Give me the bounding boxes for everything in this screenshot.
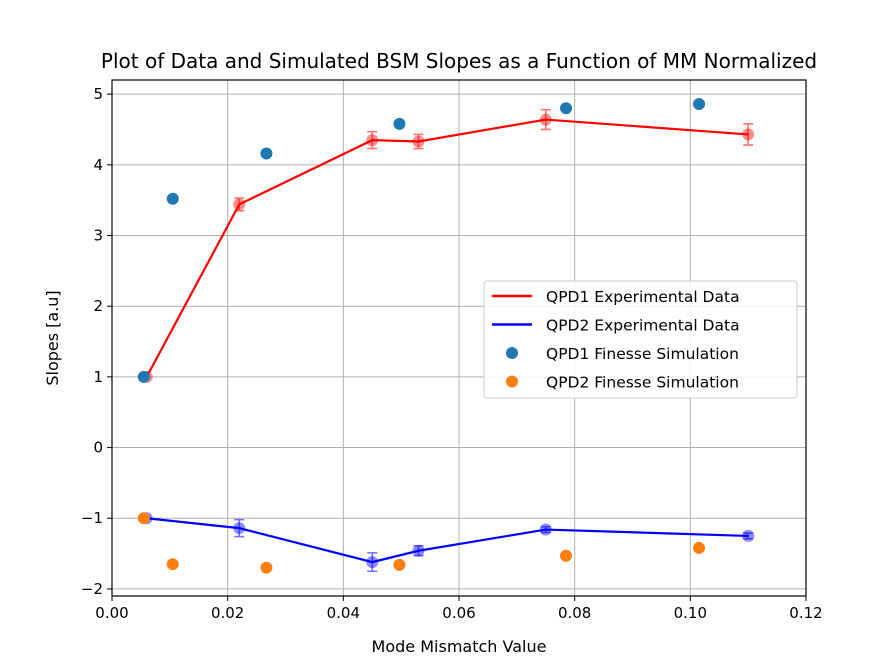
series-3-point: [137, 512, 150, 525]
x-tick-label: 0.08: [558, 604, 591, 622]
series-1-errorbar: [234, 518, 245, 538]
series-0-errorbar: [234, 197, 245, 212]
y-tick-label: 5: [93, 85, 103, 103]
series-1-point: [742, 529, 755, 542]
legend-label: QPD2 Experimental Data: [546, 317, 740, 335]
series-2-point: [137, 370, 150, 383]
series-0-errorbar: [367, 130, 378, 150]
series-1-point: [539, 523, 552, 536]
series-2-point: [260, 147, 273, 160]
series-0-point: [366, 134, 379, 147]
legend-label: QPD1 Finesse Simulation: [546, 345, 739, 363]
y-axis-label: Slopes [a.u]: [43, 290, 62, 385]
series-2-point: [559, 102, 572, 115]
series-3-point: [393, 558, 406, 571]
series-1-point: [233, 522, 246, 535]
y-tick-label: 0: [93, 439, 103, 457]
series-0-point: [742, 128, 755, 141]
series-0-point: [412, 135, 425, 148]
series-0-point: [539, 113, 552, 126]
legend-label: QPD2 Finesse Simulation: [546, 374, 739, 392]
series-1-errorbar: [743, 532, 754, 540]
x-tick-label: 0.06: [442, 604, 475, 622]
x-tick-label: 0.00: [95, 604, 128, 622]
legend: QPD1 Experimental Data QPD2 Experimental …: [483, 280, 798, 399]
y-tick-label: −1: [81, 509, 103, 527]
ticks: 0.00 0.02 0.04 0.06 0.08 0.10 0.12 −2 −1 0 1 2 3 4 5: [81, 85, 823, 622]
series-3-point: [260, 561, 273, 574]
series-3-point: [166, 558, 179, 571]
y-tick-label: −2: [81, 580, 103, 598]
series-2-point: [393, 117, 406, 130]
y-tick-label: 2: [93, 297, 103, 315]
legend-label: QPD1 Experimental Data: [546, 288, 740, 306]
x-tick-label: 0.02: [211, 604, 244, 622]
series-0-errorbar: [413, 133, 424, 150]
series-3-point: [693, 541, 706, 554]
series-1-errorbar: [540, 525, 551, 534]
x-tick-label: 0.12: [789, 604, 822, 622]
x-tick-label: 0.04: [327, 604, 360, 622]
series-1-point: [412, 544, 425, 557]
series-0-errorbar: [540, 108, 551, 131]
legend-swatch-marker: [506, 375, 518, 388]
series-0-point: [233, 198, 246, 211]
y-tick-label: 4: [93, 156, 103, 174]
series-3-point: [559, 549, 572, 562]
series-1-errorbar: [413, 545, 424, 557]
series-2-point: [693, 98, 706, 111]
series-1-errorbar: [367, 552, 378, 573]
y-tick-label: 1: [93, 368, 103, 386]
x-axis-label: Mode Mismatch Value: [372, 637, 547, 656]
x-tick-label: 0.10: [674, 604, 707, 622]
legend-swatch-marker: [506, 347, 518, 359]
plot-area: [137, 98, 755, 574]
series-2-point: [166, 192, 179, 205]
legend-box: [483, 280, 798, 399]
series-0-line: [145, 118, 749, 378]
chart-title: Plot of Data and Simulated BSM Slopes as…: [101, 49, 817, 73]
series-0-errorbar: [743, 123, 754, 146]
y-tick-label: 3: [93, 227, 103, 245]
series-1-point: [366, 556, 379, 569]
series-1-line: [146, 517, 749, 564]
